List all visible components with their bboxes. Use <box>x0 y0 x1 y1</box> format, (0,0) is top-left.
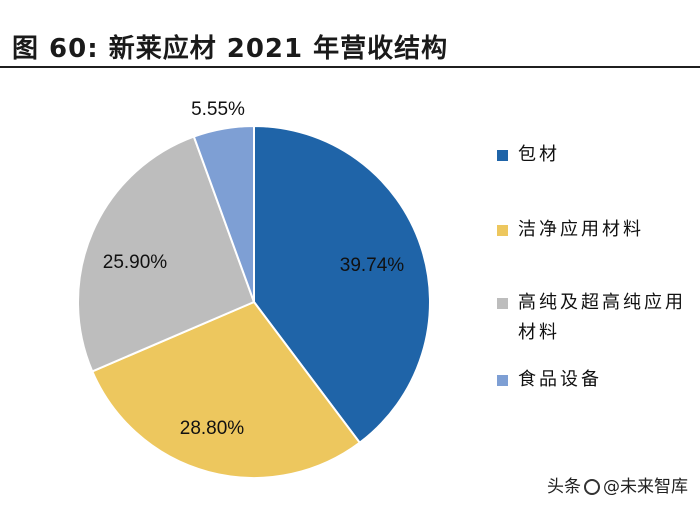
legend-label: 洁净应用材料 <box>518 219 644 240</box>
slice-food-equipment <box>192 124 255 303</box>
title-divider <box>0 66 700 68</box>
watermark-logo-icon <box>584 479 600 495</box>
watermark-handle: @未来智库 <box>603 477 688 497</box>
data-label: 25.90% <box>103 252 168 273</box>
legend-swatch <box>497 375 508 386</box>
slice-clean-materials <box>90 300 362 479</box>
legend-swatch <box>497 298 508 309</box>
legend-label: 高纯及超高纯应用材料 <box>518 292 686 343</box>
pie-slices <box>77 124 431 479</box>
figure-label: 图 60: <box>12 34 99 64</box>
pie-data-labels: 39.74% 28.80% 25.90% 5.55% <box>103 99 405 439</box>
legend-swatch <box>497 150 508 161</box>
figure-title: 图 60: 新莱应材 2021 年营收结构 <box>12 28 448 65</box>
watermark-prefix: 头条 <box>547 477 581 497</box>
slice-high-purity-materials <box>77 135 256 373</box>
figure-title-text: 新莱应材 2021 年营收结构 <box>108 34 449 64</box>
data-label: 39.74% <box>340 255 405 276</box>
data-label: 28.80% <box>180 418 245 439</box>
slice-packaging <box>253 124 431 445</box>
watermark: 头条 @未来智库 <box>547 472 688 497</box>
data-label: 5.55% <box>191 99 245 120</box>
legend-label: 食品设备 <box>518 369 602 390</box>
legend-swatch <box>497 225 508 236</box>
legend-label: 包材 <box>518 144 560 165</box>
